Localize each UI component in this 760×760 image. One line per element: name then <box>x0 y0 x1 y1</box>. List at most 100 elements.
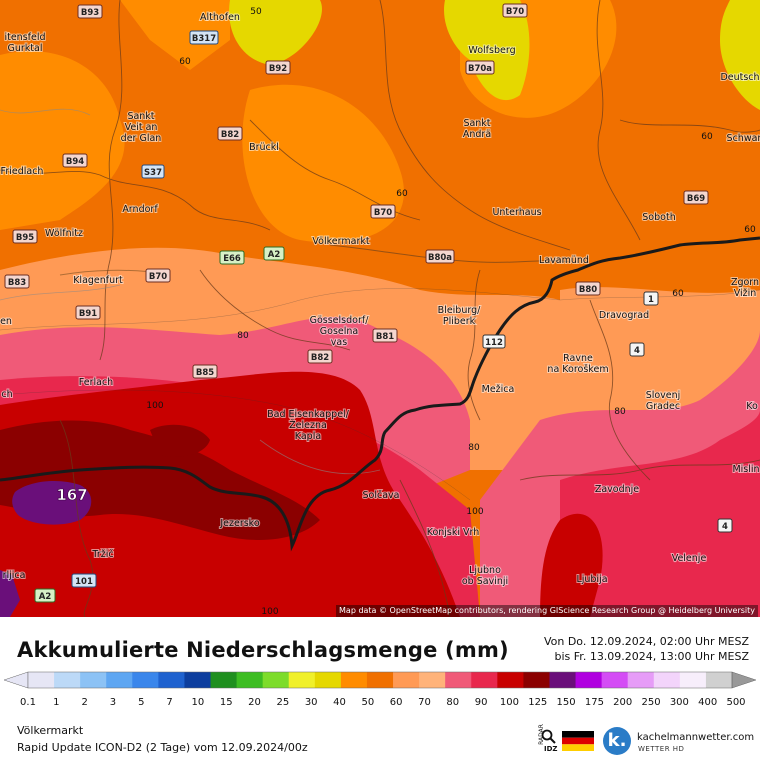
chart-title: Akkumulierte Niederschlagsmenge (mm) <box>17 638 509 662</box>
scale-color-cell <box>549 672 577 688</box>
contour-label: 60 <box>672 289 684 299</box>
precipitation-map[interactable]: 50 60 60 60 60 60 80 100 80 80 100 100 1… <box>0 0 760 617</box>
svg-text:A2: A2 <box>268 250 281 260</box>
place-label: na Koroškem <box>547 364 608 375</box>
scale-color-cell <box>210 672 238 688</box>
road-shield: B95 <box>12 229 38 244</box>
svg-text:B93: B93 <box>81 8 99 18</box>
place-label: der Glan <box>121 133 162 144</box>
scale-color-cell <box>393 672 420 688</box>
scale-color-cell <box>653 672 681 688</box>
road-shield: B82 <box>307 349 333 364</box>
contour-label: 100 <box>466 507 483 517</box>
contour-label: 60 <box>179 57 191 67</box>
road-shield: B80a <box>425 249 455 264</box>
scale-arrow-left <box>3 671 29 689</box>
svg-text:B92: B92 <box>269 64 287 74</box>
place-label: Klagenfurt <box>73 275 123 286</box>
scale-color-cell <box>158 672 185 688</box>
scale-tick-label: 5 <box>138 697 145 708</box>
svg-text:B85: B85 <box>196 368 214 378</box>
scale-tick-label: 0.1 <box>20 697 36 708</box>
scale-color-cell <box>471 672 498 688</box>
road-shield: A2 <box>34 588 56 603</box>
peak-value-label: 167 <box>56 486 87 504</box>
brand-name[interactable]: kachelmannwetter.com <box>637 732 755 743</box>
scale-tick-label: 40 <box>333 697 346 708</box>
scale-tick-label: 200 <box>613 697 633 708</box>
scale-color-cell <box>314 672 342 688</box>
place-label: Ljubno <box>469 565 501 576</box>
svg-text:101: 101 <box>75 577 93 587</box>
place-label: rljica <box>3 570 26 581</box>
idz-label: IDZ <box>544 745 558 753</box>
period-from: Von Do. 12.09.2024, 02:00 Uhr MESZ <box>543 635 749 648</box>
place-label: Deutsch <box>720 72 759 83</box>
scale-arrow-right <box>731 671 757 689</box>
color-scale-legend <box>3 671 757 689</box>
scale-tick-label: 15 <box>219 697 233 708</box>
svg-text:4: 4 <box>722 522 728 532</box>
scale-tick-label: 175 <box>584 697 604 708</box>
place-label: Zavodnje <box>595 484 639 495</box>
road-shield: B92 <box>265 60 291 75</box>
scale-color-cell <box>627 672 655 688</box>
svg-text:B69: B69 <box>687 194 705 204</box>
road-shield: E66 <box>219 250 245 265</box>
place-label: Gurktal <box>8 43 43 54</box>
place-label: Brückl <box>249 142 279 153</box>
search-icon[interactable] <box>541 729 557 745</box>
scale-color-cell <box>601 672 629 688</box>
place-label: Jezersko <box>219 518 259 529</box>
scale-tick-label: 250 <box>641 697 661 708</box>
scale-tick-label: 25 <box>276 697 290 708</box>
scale-tick-label: 100 <box>499 697 519 708</box>
scale-color-cell <box>419 672 446 688</box>
scale-tick-label: 30 <box>304 697 318 708</box>
color-scale-ticks: 0.1 1 2 3 5 7 10 15 20 25 30 40 50 60 70 80 90 100 125 150 1… <box>0 697 760 711</box>
model-info: Rapid Update ICON-D2 (2 Tage) vom 12.09.… <box>17 741 308 754</box>
brand-logo-icon[interactable]: k. <box>603 727 631 755</box>
road-shield: B91 <box>75 305 101 320</box>
place-label: Ravne <box>563 353 593 364</box>
place-label: Gösselsdorf/ <box>310 315 370 326</box>
place-label: Wolfsberg <box>468 45 515 56</box>
svg-text:B317: B317 <box>192 34 216 44</box>
svg-text:S37: S37 <box>144 168 162 178</box>
place-label: Mislin <box>732 464 759 475</box>
place-label: Lavamünd <box>539 255 589 266</box>
road-shield: A2 <box>263 246 285 261</box>
scale-tick-label: 400 <box>698 697 718 708</box>
place-label: Ferlach <box>79 377 113 388</box>
scale-color-cell <box>340 672 368 688</box>
svg-text:B94: B94 <box>66 157 84 167</box>
place-label: ob Savinji <box>462 576 508 587</box>
road-shields: B93 B317 B92 B70 B70a B82 B94 S37 B69 B7… <box>4 3 733 603</box>
place-label: Bad Eisenkappel/ <box>267 409 350 420</box>
road-shield: 101 <box>71 573 97 588</box>
scale-color-cell <box>445 672 472 688</box>
road-shield: 4 <box>717 518 733 533</box>
place-labels: Althofen itensfeld Gurktal Wolfsberg Deu… <box>0 11 760 588</box>
road-shield: B70 <box>502 3 528 18</box>
svg-text:A2: A2 <box>39 592 52 602</box>
place-label: Goselna <box>320 326 358 337</box>
border-line <box>0 236 760 552</box>
scale-color-cell <box>184 672 212 688</box>
svg-text:B95: B95 <box>16 233 34 243</box>
scale-tick-label: 300 <box>669 697 689 708</box>
road-shield: B85 <box>192 364 218 379</box>
svg-text:B82: B82 <box>311 353 329 363</box>
scale-color-cell <box>262 672 290 688</box>
scale-color-cell <box>523 672 550 688</box>
place-label: Dravograd <box>599 310 649 321</box>
road-shield: S37 <box>141 164 165 179</box>
place-label: Unterhaus <box>492 207 541 218</box>
place-label: Bleiburg/ <box>438 305 481 316</box>
place-label: Veit an <box>125 122 158 133</box>
place-label: Sankt <box>127 111 154 122</box>
scale-color-cell <box>705 672 733 688</box>
scale-tick-label: 500 <box>726 697 746 708</box>
place-label: Tržič <box>91 549 113 560</box>
svg-text:B70: B70 <box>149 272 167 282</box>
